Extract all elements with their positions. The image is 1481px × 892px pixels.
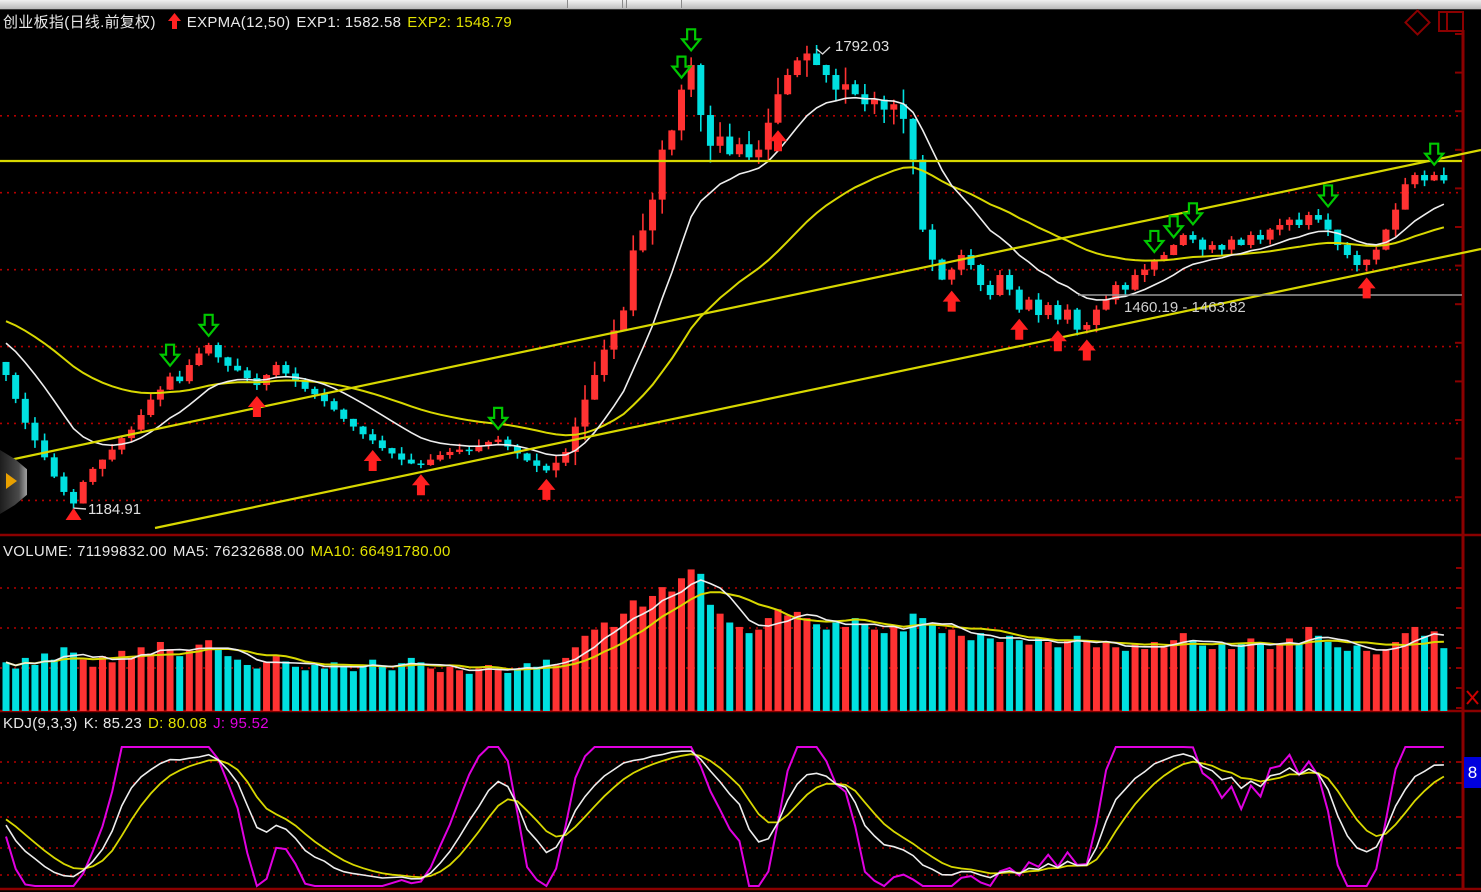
kdj-indicator-label[interactable]: KDJ(9,3,3) [3, 715, 78, 732]
highest-price-label: 1792.03 [835, 38, 890, 55]
sell-signal-arrow [197, 313, 220, 338]
volume-pane-header: VOLUME: 71199832.00 MA5: 76232688.00 MA10:… [3, 543, 457, 560]
exp1-value: EXP1: 1582.58 [296, 14, 402, 31]
symbol-title: 创业板指(日线.前复权) [3, 14, 156, 31]
toolbar-strip [0, 0, 1481, 10]
lowest-point-marker [65, 508, 82, 520]
panel-frame-layer [0, 30, 1481, 891]
level-band-label: 1460.19 - 1463.82 [1124, 299, 1246, 316]
kdj-k-value: K: 85.23 [83, 715, 142, 732]
exp2-value: EXP2: 1548.79 [407, 14, 513, 31]
sell-signal-arrow [1316, 184, 1340, 209]
signal-arrows-layer [158, 28, 1446, 500]
buy-signal-arrow [537, 478, 556, 500]
buy-signal-arrow [769, 130, 787, 152]
sell-signal-arrow [679, 28, 703, 53]
main-chart-header: 创业板指(日线.前复权) EXPMA(12,50) EXP1: 1582.58 EXP… [3, 11, 518, 33]
candles-layer [2, 45, 1448, 513]
kdj-j-value: J: 95.52 [213, 715, 269, 732]
volume-value[interactable]: VOLUME: 71199832.00 [3, 543, 167, 560]
buy-signal-arrow [1357, 277, 1376, 299]
buy-signal-arrow [247, 395, 266, 417]
toolbar-button-segment[interactable] [567, 0, 623, 8]
sell-signal-arrow [486, 406, 510, 431]
up-arrow-icon [167, 13, 181, 33]
sell-signal-arrow [1162, 215, 1185, 239]
sell-signal-arrow [158, 343, 182, 368]
volume-ma5-value: MA5: 76232688.00 [172, 543, 305, 560]
kdj-d-value: D: 80.08 [147, 715, 208, 732]
volume-bars-layer [2, 569, 1448, 711]
buy-signal-arrow [1010, 318, 1029, 340]
callout-layer [65, 46, 831, 520]
buy-signal-arrow [1077, 339, 1096, 361]
sell-signal-arrow [1143, 229, 1166, 254]
sell-signal-arrow [670, 55, 693, 80]
lowest-price-label: 1184.91 [88, 501, 142, 518]
window-restore-icon[interactable] [1438, 11, 1464, 32]
kdj-pane-header: KDJ(9,3,3) K: 85.23 D: 80.08 J: 95.52 [3, 715, 275, 732]
buy-signal-arrow [411, 474, 430, 496]
expma-indicator-label[interactable]: EXPMA(12,50) [186, 14, 291, 31]
sell-signal-arrow [1422, 142, 1446, 167]
sell-signal-arrow [1181, 202, 1205, 227]
expand-right-icon [6, 473, 17, 489]
buy-signal-arrow [363, 450, 382, 472]
buy-signal-arrow [1048, 330, 1067, 352]
gridlines-layer [0, 114, 1462, 876]
buy-signal-arrow [942, 290, 961, 312]
ma-lines-layer [5, 96, 1445, 888]
toolbar-button-segment[interactable] [626, 0, 682, 8]
volume-ma10-value: MA10: 66491780.00 [310, 543, 451, 560]
kdj-axis-badge: 8 [1464, 757, 1481, 788]
trendlines-layer [0, 148, 1481, 530]
upper-channel-line[interactable] [0, 148, 1481, 464]
